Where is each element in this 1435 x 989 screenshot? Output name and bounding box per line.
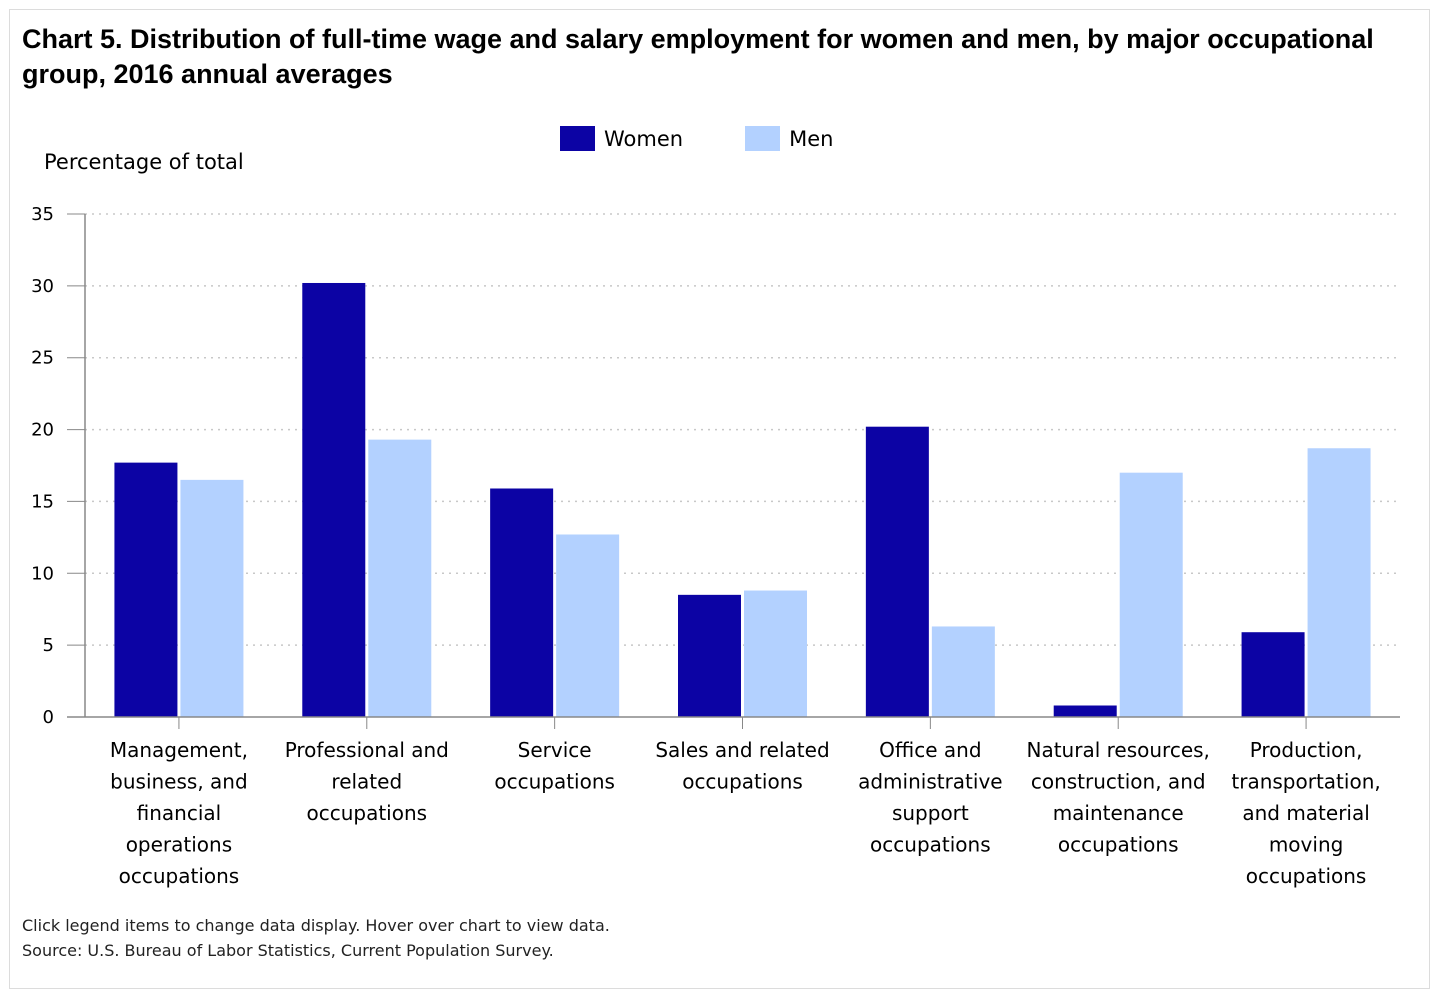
gridlines	[85, 213, 1400, 646]
x-tick-label-line: financial	[137, 801, 222, 825]
x-tick-label-line: Professional and	[285, 738, 449, 762]
x-tick-label-line: business, and	[110, 770, 248, 794]
x-tick-labels: Management, business, and financial operati…	[110, 738, 1381, 888]
y-tick-label: 25	[31, 348, 54, 369]
legend-swatch-women	[560, 126, 595, 151]
x-tick-label-line: Management,	[110, 738, 248, 762]
x-tick-label-line: moving	[1269, 833, 1343, 857]
axes	[67, 213, 1400, 729]
x-tick-label-line: occupations	[119, 864, 240, 888]
x-tick-label-line: Service	[518, 738, 592, 762]
bar-men[interactable]	[931, 626, 995, 717]
bar-women[interactable]	[1241, 632, 1305, 717]
x-tick-label-line: occupations	[1058, 833, 1179, 857]
x-tick-label: Service occupations	[494, 738, 615, 794]
x-tick-label-line: Sales and related	[655, 738, 829, 762]
footer: Click legend items to change data displa…	[22, 913, 610, 963]
y-tick-label: 10	[31, 563, 54, 584]
chart-title: Chart 5. Distribution of full-time wage …	[22, 24, 1374, 89]
legend-label-men: Men	[789, 126, 834, 151]
bar-men[interactable]	[744, 590, 807, 717]
legend: Women Men	[560, 126, 833, 151]
x-tick-label-line: occupations	[306, 801, 427, 825]
y-tick-label: 20	[31, 420, 54, 441]
x-tick-label-line: occupations	[494, 770, 615, 794]
bar-women[interactable]	[302, 282, 366, 717]
bar-women[interactable]	[1053, 705, 1117, 717]
x-tick-label-line: operations	[126, 833, 232, 857]
footer-note: Click legend items to change data displa…	[22, 916, 610, 935]
bar-men[interactable]	[180, 479, 244, 717]
y-tick-label: 5	[43, 635, 54, 656]
bar-men[interactable]	[368, 439, 432, 717]
y-tick-label: 35	[31, 204, 54, 225]
y-tick-label: 0	[43, 707, 54, 728]
bar-men[interactable]	[556, 534, 620, 717]
bar-women[interactable]	[490, 488, 554, 717]
x-tick-label: Office and administrative support occupatio…	[858, 738, 1003, 857]
bar-women[interactable]	[865, 426, 929, 717]
bar-men[interactable]	[1307, 448, 1371, 717]
x-tick-label-line: transportation,	[1231, 770, 1380, 794]
x-tick-label-line: and material	[1242, 801, 1369, 825]
bar-chart: 0 5 10 15 20 25 30 35 Management, business, and f…	[31, 204, 1400, 888]
y-tick-label: 30	[31, 276, 54, 297]
x-tick-label-line: occupations	[1246, 864, 1367, 888]
x-tick-label-line: occupations	[682, 770, 803, 794]
legend-item-men[interactable]: Men	[745, 126, 833, 151]
x-tick-label: Professional and related occupations	[285, 738, 449, 825]
y-tick-labels: 0 5 10 15 20 25 30 35	[31, 204, 54, 728]
x-tick-label: Sales and related occupations	[655, 738, 829, 794]
x-tick-label: Natural resources, construction, and maint…	[1027, 738, 1210, 857]
legend-swatch-men	[745, 126, 781, 151]
x-tick-label-line: Production,	[1250, 738, 1363, 762]
bar-women[interactable]	[678, 594, 741, 717]
x-tick-label-line: Office and	[879, 738, 981, 762]
x-tick-label-line: Natural resources,	[1027, 738, 1210, 762]
x-tick-label-line: administrative	[858, 770, 1003, 794]
bar-women[interactable]	[114, 462, 178, 717]
x-tick-label: Management, business, and financial operati…	[110, 738, 248, 888]
x-tick-label: Production, transportation, and material mo…	[1231, 738, 1380, 888]
x-tick-label-line: construction, and	[1031, 770, 1206, 794]
bar-men[interactable]	[1119, 472, 1183, 717]
x-tick-label-line: related	[331, 770, 402, 794]
y-tick-label: 15	[31, 491, 54, 512]
bars	[114, 282, 1371, 717]
x-tick-label-line: maintenance	[1053, 801, 1184, 825]
x-tick-label-line: occupations	[870, 833, 991, 857]
x-tick-label-line: support	[892, 801, 969, 825]
legend-label-women: Women	[604, 126, 684, 151]
footer-source: Source: U.S. Bureau of Labor Statistics,…	[22, 941, 554, 960]
legend-item-women[interactable]: Women	[560, 126, 683, 151]
y-axis-label: Percentage of total	[44, 150, 244, 174]
